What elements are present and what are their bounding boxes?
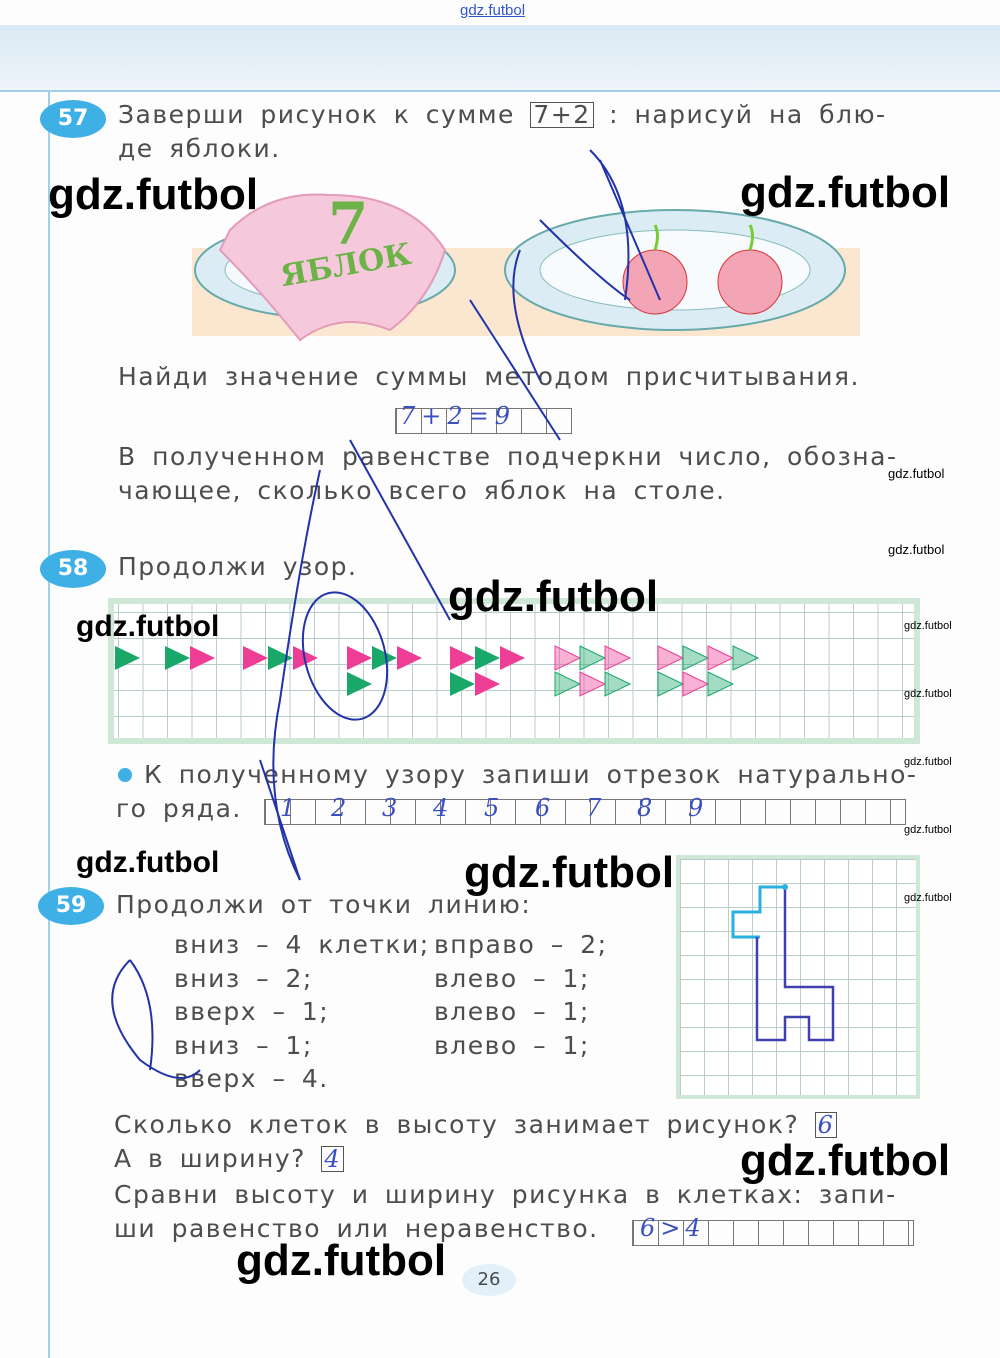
watermark: gdz.futbol xyxy=(904,824,952,836)
pattern-triangle xyxy=(115,646,140,670)
task57-text-b: : нарисуй на блю- xyxy=(609,100,887,129)
pattern-triangle xyxy=(243,646,268,670)
watermark: gdz.futbol xyxy=(464,848,675,897)
answer-compare: 6>4 xyxy=(640,1214,706,1242)
sum-op: + xyxy=(550,100,574,129)
answer-digit: 8 xyxy=(637,794,653,822)
watermark: gdz.futbol xyxy=(904,620,952,632)
answer-width: 4 xyxy=(321,1146,345,1172)
pattern-triangle xyxy=(604,645,632,671)
pattern-triangle xyxy=(165,646,190,670)
step: влево – 1; xyxy=(434,1031,590,1060)
watermark: gdz.futbol xyxy=(904,756,952,768)
decorative-header-band xyxy=(0,25,1000,92)
site-header[interactable]: gdz.futbol xyxy=(460,2,526,19)
task57-line1: Заверши рисунок к сумме 7+2 : нарисуй на… xyxy=(118,100,887,129)
pattern-triangle xyxy=(604,671,632,697)
napkin-number: 7 xyxy=(328,190,369,258)
question-width-text: А в ширину? xyxy=(114,1144,306,1173)
pattern-triangle xyxy=(190,646,215,670)
watermark: gdz.futbol xyxy=(740,168,951,217)
drawing-grid xyxy=(676,855,920,1099)
answer-height: 6 xyxy=(814,1112,838,1138)
watermark: gdz.futbol xyxy=(888,542,945,557)
watermark: gdz.futbol xyxy=(904,892,952,904)
watermark: gdz.futbol xyxy=(76,610,220,643)
step: влево – 1; xyxy=(434,964,590,993)
question-compare-2: ши равенство или неравенство. xyxy=(114,1214,599,1243)
task-number-59: 59 xyxy=(38,887,104,925)
page-number: 26 xyxy=(462,1264,516,1296)
left-margin-line xyxy=(48,90,50,1358)
step: влево – 1; xyxy=(434,997,590,1026)
pattern-triangle xyxy=(682,645,710,671)
question-compare-1: Сравни высоту и ширину рисунка в клетках… xyxy=(114,1180,897,1209)
answer-digit: 7 xyxy=(586,794,602,822)
watermark: gdz.futbol xyxy=(888,466,945,481)
pattern-triangle xyxy=(707,645,735,671)
watermark: gdz.futbol xyxy=(48,170,259,219)
pattern-triangle xyxy=(579,645,607,671)
sum-b: 2 xyxy=(573,100,591,129)
task57-line2: де яблоки. xyxy=(118,134,281,163)
question-height-text: Сколько клеток в высоту занимает рисунок… xyxy=(114,1110,800,1139)
task57-text-a: Заверши рисунок к сумме xyxy=(118,100,515,129)
answer-digit: 9 xyxy=(688,794,704,822)
question-width: А в ширину? 4 xyxy=(114,1144,345,1173)
sum-box: 7+2 xyxy=(530,100,594,129)
watermark: gdz.futbol xyxy=(236,1236,447,1285)
watermark: gdz.futbol xyxy=(76,846,220,879)
watermark: gdz.futbol xyxy=(740,1136,951,1185)
drawn-line xyxy=(731,884,835,1042)
task-number-57: 57 xyxy=(40,100,106,138)
sum-a: 7 xyxy=(533,100,551,129)
pattern-triangle xyxy=(657,645,685,671)
watermark: gdz.futbol xyxy=(904,688,952,700)
answer-cells-59 xyxy=(632,1220,914,1246)
step: вправо – 2; xyxy=(434,930,608,959)
task-number-58: 58 xyxy=(40,550,106,588)
watermark: gdz.futbol xyxy=(448,572,659,621)
pattern-triangle xyxy=(732,645,760,671)
pattern-triangle xyxy=(707,671,735,697)
question-height: Сколько клеток в высоту занимает рисунок… xyxy=(114,1110,838,1139)
pattern-triangle xyxy=(657,671,685,697)
pattern-triangle xyxy=(682,671,710,697)
pattern-triangle xyxy=(579,671,607,697)
